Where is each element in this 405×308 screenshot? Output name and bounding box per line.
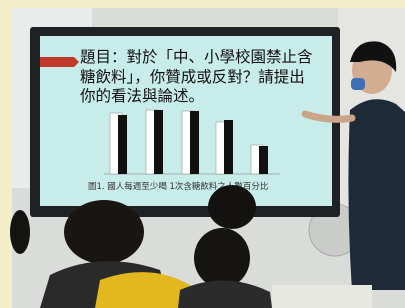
bar-dark xyxy=(259,146,268,174)
teacher-mask xyxy=(351,78,365,90)
bar-dark xyxy=(118,115,127,174)
desk-papers xyxy=(272,285,372,308)
bar-dark xyxy=(224,120,233,174)
title-line: 你的看法與論述。 xyxy=(80,87,204,105)
student-head xyxy=(64,200,144,264)
student-head xyxy=(208,185,256,229)
teacher-shirt xyxy=(348,99,405,290)
bar-dark xyxy=(154,110,163,174)
student-head xyxy=(10,210,30,254)
bar-dark xyxy=(190,111,199,174)
student-head xyxy=(194,228,250,288)
title-line: 題目：對於「中、小學校園禁止含 xyxy=(80,47,313,66)
title-line: 糖飲料」，你贊成或反對？請提出 xyxy=(80,68,305,86)
classroom-photo: 題目：對於「中、小學校園禁止含 糖飲料」，你贊成或反對？請提出 你的看法與論述。… xyxy=(0,0,405,308)
red-tab xyxy=(40,57,79,67)
